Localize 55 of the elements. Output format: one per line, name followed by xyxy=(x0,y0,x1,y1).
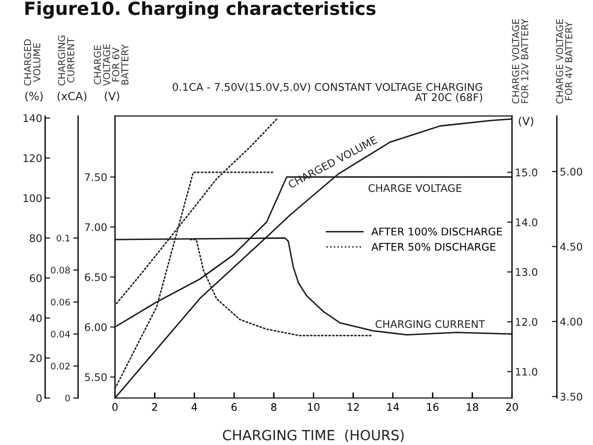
y-tick-label: 12.0 xyxy=(516,318,538,326)
y3-tick-label: 6.00 xyxy=(84,323,107,332)
y2-tick-label: 4.50 xyxy=(560,242,582,251)
y-tick-label: 100 xyxy=(24,194,42,202)
y3-tick-label: 5.50 xyxy=(84,373,107,382)
y-tick-label: 20 xyxy=(30,354,42,362)
y-axis-title: CHARGE VOLTAGE FOR 12V BATTERY xyxy=(512,18,528,104)
legend-label: AFTER 50% DISCHARGE xyxy=(371,242,496,251)
y3-tick-label: 7.50 xyxy=(85,173,107,182)
y-tick-label: 13.0 xyxy=(516,268,538,276)
y2-tick-label: 0.1 xyxy=(56,234,70,242)
y-tick-label: 120 xyxy=(24,154,42,162)
y3-tick-label: 7.00 xyxy=(85,223,107,232)
y2-tick-label: 0.08 xyxy=(50,266,70,274)
x-tick-label: 14 xyxy=(387,403,399,411)
x-tick-label: 20 xyxy=(506,403,518,411)
y-tick-label: 60 xyxy=(30,274,42,282)
x-tick-label: 8 xyxy=(271,403,276,411)
y2-tick-label: 0.04 xyxy=(50,330,70,338)
x-tick-label: 0 xyxy=(112,403,118,411)
annotation: CHARGING CURRENT xyxy=(376,320,485,328)
y-tick-label: 11.0 xyxy=(516,368,538,376)
y-tick-label: 80 xyxy=(30,234,42,242)
y-tick-label: 0 xyxy=(36,394,42,402)
x-tick-label: 2 xyxy=(152,403,157,411)
x-tick-label: 6 xyxy=(232,403,237,411)
y-axis-title: CHARGED VOLUME xyxy=(24,39,40,86)
x-tick-label: 4 xyxy=(192,403,198,411)
annotation: CHARGE VOLTAGE xyxy=(368,184,462,192)
x-tick-label: 18 xyxy=(466,403,478,411)
y-tick-label: 14.0 xyxy=(516,218,538,226)
x-tick-label: 16 xyxy=(427,403,439,411)
y-tick-label: 140 xyxy=(24,114,42,122)
x-axis-title: CHARGING TIME (HOURS) xyxy=(222,430,404,442)
y2-tick-label: 5.00 xyxy=(560,168,582,176)
text: (V) xyxy=(104,92,120,102)
x-tick-label: 12 xyxy=(348,403,359,411)
y3-axis-title: CHARGE VOLTAGE FOR 6V BATTERY xyxy=(94,44,128,86)
y2-axis-title: CHARGING CURRENT xyxy=(58,36,74,86)
y2-tick-label: 0.06 xyxy=(50,298,70,306)
y-tick-label: 15.0 xyxy=(516,168,538,176)
text: (%) xyxy=(25,92,43,102)
y2-axis-title: CHARGE VOLTAGE FOR 4V BATTERY xyxy=(556,19,572,104)
text: (V) xyxy=(518,116,534,127)
y2-tick-label: 3.50 xyxy=(560,392,582,401)
y2-tick-label: 4.00 xyxy=(560,318,582,326)
legend-label: AFTER 100% DISCHARGE xyxy=(371,228,502,236)
y-tick-label: 40 xyxy=(30,314,42,322)
chart-title: Figure10. Charging characteristics xyxy=(25,1,376,19)
text: (xCA) xyxy=(58,92,86,102)
y3-tick-label: 6.50 xyxy=(84,273,107,282)
y2-tick-label: 0.02 xyxy=(50,362,70,370)
y2-tick-label: 0 xyxy=(65,394,70,402)
chart-subtitle: 0.1CA - 7.50V(15.0V,5.0V) CONSTANT VOLTAGE CHARGING AT 20C (68F) xyxy=(172,82,482,102)
x-tick-label: 10 xyxy=(308,403,320,411)
